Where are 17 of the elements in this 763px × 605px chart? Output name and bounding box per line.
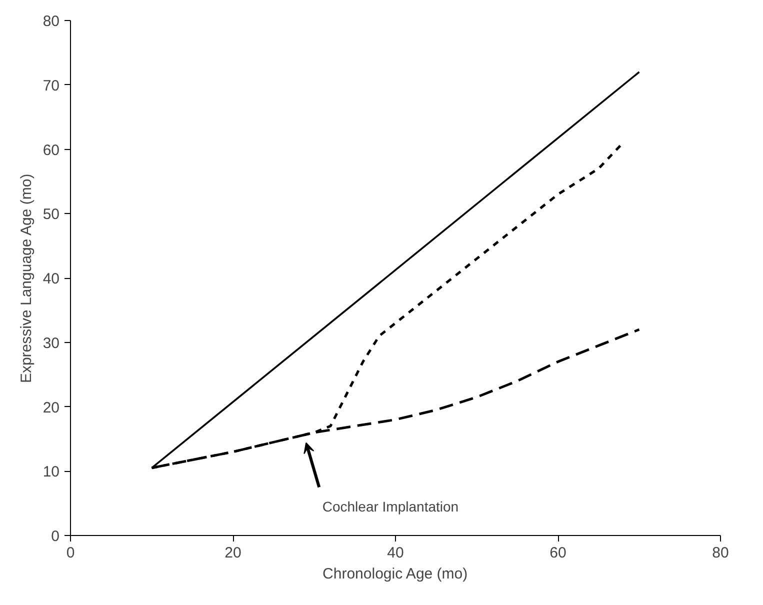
- y-tick-label: 0: [51, 528, 60, 545]
- y-tick-label: 80: [42, 13, 60, 30]
- x-tick-label: 60: [550, 544, 566, 562]
- y-tick-label: 40: [42, 270, 60, 288]
- annotation: Cochlear Implantation: [322, 498, 459, 515]
- y-tick-label: 50: [42, 206, 60, 224]
- x-tick-label: 0: [66, 544, 75, 562]
- y-tick-label: 10: [42, 464, 60, 481]
- x-tick-label: 80: [712, 544, 729, 562]
- x-axis-title: Chronologic Age (mo): [322, 566, 468, 582]
- y-tick-label: 20: [42, 399, 60, 416]
- x-tick-label: 20: [224, 544, 242, 562]
- y-axis-title: Expressive Language Age (mo): [18, 174, 35, 384]
- y-tick-label: 60: [42, 142, 60, 159]
- x-tick-label: 40: [387, 544, 404, 562]
- y-tick-label: 30: [42, 334, 60, 352]
- y-tick-label: 70: [42, 77, 60, 94]
